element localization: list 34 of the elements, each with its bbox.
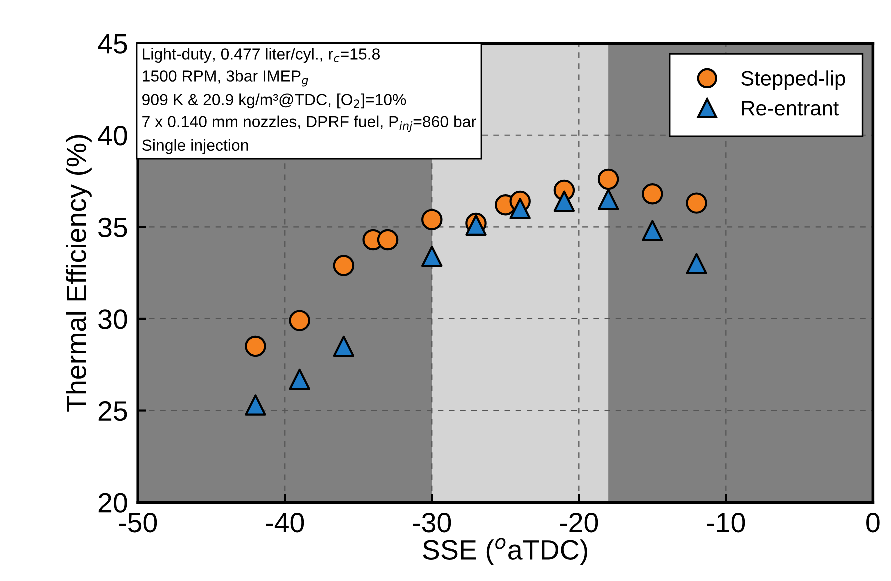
point: [598, 168, 620, 190]
x-tick-label: -40: [266, 513, 304, 533]
point: [510, 198, 531, 220]
point: [289, 310, 310, 332]
point: [289, 368, 310, 390]
point: [686, 192, 708, 214]
point: [333, 255, 355, 276]
point: [422, 246, 443, 268]
y-tick-label: 20: [98, 493, 128, 513]
x-tick-label: -50: [119, 513, 158, 533]
point: [377, 229, 399, 251]
point: [333, 336, 355, 358]
x-axis-title: SSE ($^{o}$aTDC): [423, 538, 588, 566]
point: [598, 189, 620, 210]
point: [554, 190, 576, 212]
point: [245, 394, 266, 416]
x-tick-label: -30: [413, 513, 452, 533]
y-tick-label: 35: [98, 218, 128, 238]
y-tick-label: 30: [98, 310, 128, 330]
y-axis-title: Thermal Efficiency (%): [66, 135, 92, 412]
y-tick-label: 45: [98, 34, 128, 54]
legend-label: Re-entrant: [742, 101, 839, 116]
point: [642, 220, 664, 242]
point: [642, 184, 664, 205]
point: [245, 336, 266, 358]
x-tick-label: -10: [707, 513, 746, 533]
x-tick-label: 0: [866, 513, 880, 533]
x-tick-label: -20: [560, 513, 598, 533]
y-tick-label: 25: [98, 401, 128, 422]
text: Light-duty, 0.477 liter/cyl., r$_{c}$=15.8 1500 RPM, 3bar IMEP$_{g}$ 909 K & 20.9 kg/m³@TDC, [O$_{2}$]=10% 7 x 0.140 mm nozzles, DPRF fuel, P$_{inj}$=860 bar Single injection: [142, 48, 476, 154]
point: [422, 209, 443, 230]
y-tick-label: 40: [98, 126, 128, 146]
point: [686, 253, 708, 275]
legend-label: Stepped-lip: [742, 70, 846, 90]
